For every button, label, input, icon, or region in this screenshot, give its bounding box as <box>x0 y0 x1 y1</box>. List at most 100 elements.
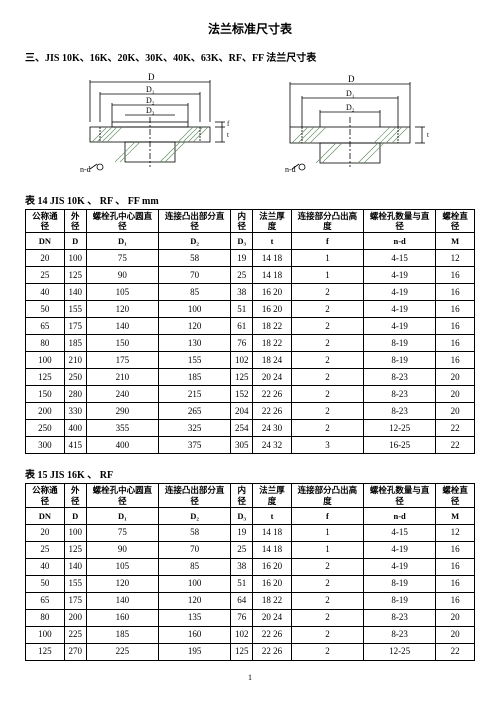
table-cell: 22 <box>436 643 475 660</box>
table-cell: 3 <box>291 437 363 454</box>
th: DN <box>26 233 65 250</box>
table-cell: 18 24 <box>253 352 292 369</box>
table-cell: 16 20 <box>253 558 292 575</box>
page-title: 法兰标准尺寸表 <box>25 20 475 37</box>
table-cell: 2 <box>291 403 363 420</box>
table-cell: 8-23 <box>364 403 436 420</box>
table-cell: 105 <box>86 558 158 575</box>
th: 螺栓孔中心圆直径 <box>86 210 158 233</box>
table-row: 2010075581914 1814-1512 <box>26 250 475 267</box>
table-cell: 70 <box>158 541 230 558</box>
table-cell: 100 <box>26 352 65 369</box>
th: M <box>436 233 475 250</box>
table-cell: 210 <box>64 352 86 369</box>
table-cell: 65 <box>26 318 65 335</box>
table-cell: 16 <box>436 592 475 609</box>
table-cell: 16 20 <box>253 284 292 301</box>
table-cell: 2 <box>291 301 363 318</box>
th: 公称通径 <box>26 210 65 233</box>
table-cell: 50 <box>26 301 65 318</box>
table14-subheader-row: DN D D₁ D₂ D₃ t f n-d M <box>26 233 475 250</box>
table-cell: 125 <box>64 267 86 284</box>
table-cell: 19 <box>231 524 253 541</box>
table-cell: 2 <box>291 626 363 643</box>
th: 法兰厚度 <box>253 484 292 507</box>
svg-text:D: D <box>348 74 355 84</box>
table-row: 501551201005116 2024-1916 <box>26 301 475 318</box>
table-cell: 140 <box>64 284 86 301</box>
table-cell: 120 <box>86 575 158 592</box>
table-cell: 150 <box>26 386 65 403</box>
table-cell: 125 <box>231 369 253 386</box>
table-cell: 2 <box>291 558 363 575</box>
table-cell: 20 <box>26 250 65 267</box>
table-cell: 4-19 <box>364 558 436 575</box>
table-cell: 40 <box>26 558 65 575</box>
th: 螺栓直径 <box>436 210 475 233</box>
table-cell: 8-19 <box>364 592 436 609</box>
table-cell: 330 <box>64 403 86 420</box>
table-cell: 175 <box>86 352 158 369</box>
table-cell: 120 <box>86 301 158 318</box>
table-row: 2512590702514 1814-1916 <box>26 541 475 558</box>
table-row: 30041540037530524 32316-2522 <box>26 437 475 454</box>
th: 法兰厚度 <box>253 210 292 233</box>
table-cell: 22 26 <box>253 386 292 403</box>
table-cell: 24 30 <box>253 420 292 437</box>
table-cell: 51 <box>231 301 253 318</box>
table-cell: 75 <box>86 250 158 267</box>
table-cell: 300 <box>26 437 65 454</box>
table-cell: 270 <box>64 643 86 660</box>
th: 螺栓直径 <box>436 484 475 507</box>
table-cell: 8-23 <box>364 626 436 643</box>
table-cell: 1 <box>291 541 363 558</box>
th: 螺栓孔数量与直径 <box>364 210 436 233</box>
table-cell: 102 <box>231 352 253 369</box>
table-cell: 2 <box>291 352 363 369</box>
table-cell: 185 <box>86 626 158 643</box>
th: D₃ <box>231 507 253 524</box>
th: DN <box>26 507 65 524</box>
table-cell: 240 <box>86 386 158 403</box>
table-cell: 250 <box>64 369 86 386</box>
table-cell: 16 <box>436 558 475 575</box>
table-cell: 102 <box>231 626 253 643</box>
table-cell: 105 <box>86 284 158 301</box>
page-number: 1 <box>25 673 475 682</box>
table15-subheader-row: DN D D₁ D₂ D₃ t f n-d M <box>26 507 475 524</box>
th: D <box>64 507 86 524</box>
table-cell: 25 <box>231 267 253 284</box>
table-cell: 58 <box>158 524 230 541</box>
table-cell: 12-25 <box>364 643 436 660</box>
table-cell: 22 26 <box>253 626 292 643</box>
table15: 公称通径 外径 螺栓孔中心圆直径 连接凸出部分直径 内径 法兰厚度 连接部分凸出… <box>25 483 475 660</box>
table-cell: 22 26 <box>253 643 292 660</box>
table-row: 15028024021515222 2628-2320 <box>26 386 475 403</box>
table-cell: 185 <box>64 335 86 352</box>
table15-header-row: 公称通径 外径 螺栓孔中心圆直径 连接凸出部分直径 内径 法兰厚度 连接部分凸出… <box>26 484 475 507</box>
table-cell: 2 <box>291 609 363 626</box>
th: D <box>64 233 86 250</box>
table-cell: 4-15 <box>364 524 436 541</box>
table-cell: 2 <box>291 386 363 403</box>
table-cell: 2 <box>291 420 363 437</box>
th: 内径 <box>231 484 253 507</box>
table-row: 10022518516010222 2628-2320 <box>26 626 475 643</box>
svg-text:D₁: D₁ <box>146 85 155 94</box>
table-cell: 14 18 <box>253 541 292 558</box>
table-cell: 400 <box>64 420 86 437</box>
table-cell: 20 <box>436 403 475 420</box>
table-cell: 70 <box>158 267 230 284</box>
table-cell: 16 <box>436 301 475 318</box>
table-cell: 305 <box>231 437 253 454</box>
table-cell: 2 <box>291 318 363 335</box>
table-row: 651751401206118 2224-1916 <box>26 318 475 335</box>
table-cell: 20 24 <box>253 369 292 386</box>
table-cell: 200 <box>26 403 65 420</box>
table14-caption: 表 14 JIS 10K 、 RF 、 FF mm <box>25 192 475 207</box>
th: f <box>291 233 363 250</box>
table-cell: 4-19 <box>364 541 436 558</box>
table-cell: 2 <box>291 335 363 352</box>
th: n-d <box>364 233 436 250</box>
table-row: 12527022519512522 26212-2522 <box>26 643 475 660</box>
